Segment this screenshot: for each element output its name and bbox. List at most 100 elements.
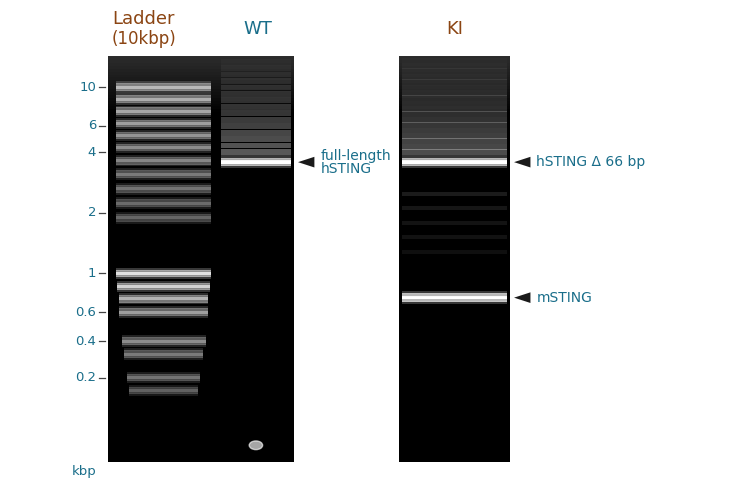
Bar [402, 291, 507, 294]
Bar [116, 268, 211, 271]
Bar [221, 117, 291, 122]
Bar [399, 83, 510, 86]
Bar [116, 93, 211, 96]
Bar [221, 123, 291, 129]
Bar [116, 86, 211, 89]
Bar [116, 168, 211, 171]
Bar [116, 177, 211, 180]
Bar [117, 287, 210, 290]
Bar [116, 98, 211, 101]
Bar [116, 112, 211, 115]
Bar [130, 392, 197, 394]
Bar [116, 190, 211, 193]
Bar [116, 183, 211, 186]
Bar [116, 100, 211, 103]
Bar [399, 104, 510, 106]
Bar [116, 159, 211, 162]
Bar [399, 80, 510, 83]
Bar [116, 118, 211, 121]
Bar [116, 185, 211, 188]
Bar [124, 355, 203, 358]
Bar [108, 75, 294, 77]
Bar [221, 155, 291, 159]
Bar [124, 353, 203, 356]
Bar [221, 130, 291, 136]
Bar [116, 270, 211, 272]
Bar [116, 214, 211, 217]
Bar [108, 77, 294, 80]
Bar [108, 106, 294, 109]
Bar [116, 206, 211, 209]
Text: hSTING Δ 66 bp: hSTING Δ 66 bp [536, 155, 646, 169]
Bar [399, 57, 510, 60]
Bar [402, 296, 507, 299]
Bar [402, 122, 507, 128]
Text: (10kbp): (10kbp) [112, 30, 177, 48]
Bar [116, 134, 211, 137]
Bar [116, 90, 211, 93]
Bar [124, 350, 203, 353]
Bar [116, 274, 211, 277]
Bar [116, 107, 211, 110]
Bar [402, 206, 507, 210]
Bar [221, 165, 291, 168]
Bar [402, 298, 507, 302]
Bar [399, 89, 510, 92]
Bar [119, 306, 208, 309]
Bar [399, 77, 510, 80]
Bar [116, 272, 211, 275]
Bar [402, 117, 507, 122]
Bar [117, 283, 210, 286]
Bar [402, 235, 507, 239]
Bar [130, 387, 197, 390]
Bar [402, 90, 507, 96]
Bar [116, 106, 211, 108]
Bar [116, 124, 211, 127]
Bar [399, 66, 510, 69]
Bar [116, 126, 211, 129]
Bar [402, 149, 507, 155]
Bar [121, 337, 206, 340]
Bar [108, 63, 294, 66]
Bar [402, 133, 507, 139]
Bar [116, 95, 211, 98]
Text: kbp: kbp [72, 465, 96, 478]
Bar [221, 65, 291, 71]
Bar [399, 69, 510, 72]
Bar [108, 86, 294, 89]
Bar [399, 92, 510, 95]
Bar [402, 85, 507, 91]
Bar [116, 199, 211, 202]
Bar [399, 86, 510, 89]
Text: full-length: full-length [320, 150, 391, 163]
Bar [399, 98, 510, 101]
Polygon shape [514, 292, 530, 303]
Bar [119, 295, 208, 298]
Bar [116, 221, 211, 224]
Bar [402, 144, 507, 150]
Bar [108, 95, 294, 98]
Text: 1: 1 [88, 267, 96, 280]
Bar [116, 149, 211, 151]
Bar [116, 157, 211, 160]
Bar [116, 173, 211, 176]
Bar [119, 302, 208, 304]
Bar [116, 276, 211, 279]
Bar [108, 72, 294, 75]
Bar [116, 120, 211, 122]
Bar [116, 132, 211, 135]
Bar [130, 385, 197, 388]
Bar [116, 142, 211, 145]
Bar [117, 285, 210, 288]
Text: 4: 4 [88, 146, 96, 159]
Bar [402, 68, 507, 74]
Bar [108, 109, 294, 112]
Bar [399, 106, 510, 109]
Bar [402, 160, 507, 164]
Bar [221, 91, 291, 97]
Bar [399, 54, 510, 57]
Bar [221, 97, 291, 103]
Bar [117, 289, 210, 292]
Bar [402, 128, 507, 134]
Text: 0.6: 0.6 [75, 306, 96, 318]
